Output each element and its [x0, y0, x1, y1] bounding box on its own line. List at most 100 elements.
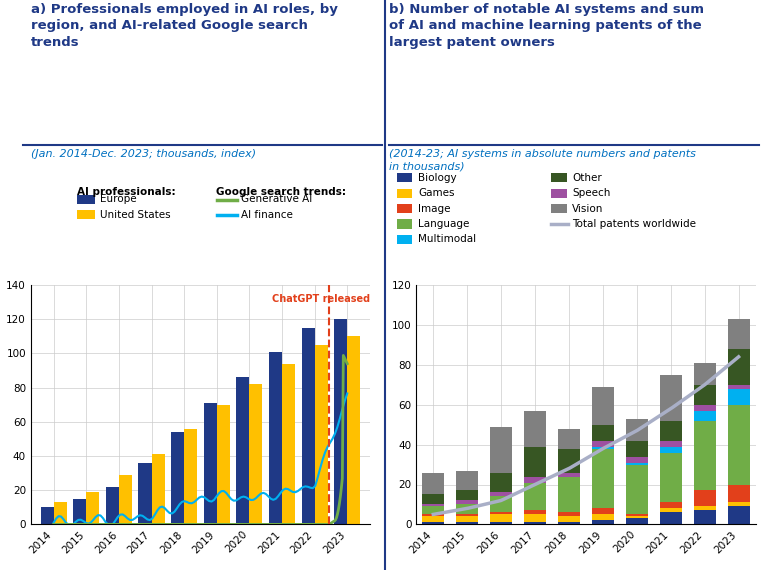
- Bar: [728, 349, 749, 385]
- Bar: [217, 405, 230, 524]
- Bar: [423, 522, 444, 524]
- Bar: [592, 514, 614, 520]
- Bar: [315, 345, 328, 524]
- Bar: [592, 425, 614, 441]
- Bar: [41, 507, 54, 524]
- Bar: [524, 477, 546, 482]
- Bar: [694, 421, 715, 490]
- Bar: [660, 453, 682, 503]
- Bar: [558, 473, 580, 477]
- Bar: [152, 454, 164, 524]
- Bar: [592, 449, 614, 508]
- Bar: [728, 389, 749, 405]
- Bar: [626, 465, 648, 514]
- Bar: [558, 429, 580, 449]
- Bar: [490, 496, 512, 512]
- Bar: [626, 457, 648, 463]
- Text: Google search trends:: Google search trends:: [216, 187, 346, 197]
- Text: Image: Image: [418, 203, 450, 214]
- Bar: [626, 519, 648, 524]
- Bar: [728, 484, 749, 503]
- Bar: [237, 377, 249, 524]
- Bar: [524, 410, 546, 447]
- Bar: [490, 522, 512, 524]
- Bar: [728, 319, 749, 349]
- Bar: [423, 514, 444, 516]
- Text: b) Number of notable AI systems and sum
of AI and machine learning patents of th: b) Number of notable AI systems and sum …: [389, 3, 705, 49]
- Bar: [139, 463, 152, 524]
- Bar: [456, 516, 478, 522]
- Bar: [456, 490, 478, 500]
- Bar: [524, 447, 546, 477]
- Bar: [490, 426, 512, 473]
- Bar: [456, 504, 478, 514]
- Bar: [694, 490, 715, 506]
- Bar: [592, 386, 614, 425]
- Bar: [490, 473, 512, 492]
- Bar: [423, 473, 444, 494]
- Bar: [694, 506, 715, 511]
- Text: United States: United States: [100, 210, 171, 220]
- Bar: [592, 447, 614, 449]
- Bar: [592, 508, 614, 514]
- Bar: [728, 405, 749, 484]
- Bar: [558, 516, 580, 522]
- Text: a) Professionals employed in AI roles, by
region, and AI-related Google search
t: a) Professionals employed in AI roles, b…: [31, 3, 338, 49]
- Text: Europe: Europe: [100, 194, 137, 205]
- Bar: [423, 504, 444, 506]
- Text: (Jan. 2014-Dec. 2023; thousands, index): (Jan. 2014-Dec. 2023; thousands, index): [31, 149, 256, 160]
- Bar: [660, 503, 682, 508]
- Bar: [524, 522, 546, 524]
- Bar: [119, 475, 132, 524]
- Bar: [204, 403, 217, 524]
- Bar: [626, 441, 648, 457]
- Bar: [490, 492, 512, 496]
- Bar: [660, 447, 682, 453]
- Text: Generative AI: Generative AI: [241, 194, 312, 205]
- Bar: [269, 352, 282, 524]
- Bar: [592, 441, 614, 447]
- Bar: [301, 328, 315, 524]
- Bar: [456, 471, 478, 490]
- Text: (2014-23; AI systems in absolute numbers and patents
in thousands): (2014-23; AI systems in absolute numbers…: [389, 149, 696, 172]
- Text: Language: Language: [418, 219, 470, 229]
- Text: Multimodal: Multimodal: [418, 234, 476, 245]
- Text: Speech: Speech: [572, 188, 611, 198]
- Bar: [456, 522, 478, 524]
- Bar: [558, 477, 580, 512]
- Text: Games: Games: [418, 188, 454, 198]
- Bar: [660, 512, 682, 524]
- Bar: [171, 432, 184, 524]
- Bar: [728, 385, 749, 389]
- Bar: [558, 512, 580, 516]
- Bar: [626, 514, 648, 516]
- Bar: [184, 429, 197, 524]
- Bar: [423, 506, 444, 514]
- Text: Vision: Vision: [572, 203, 604, 214]
- Text: Other: Other: [572, 173, 602, 183]
- Bar: [490, 514, 512, 522]
- Bar: [694, 405, 715, 410]
- Text: Total patents worldwide: Total patents worldwide: [572, 219, 696, 229]
- Bar: [86, 492, 99, 524]
- Bar: [249, 384, 262, 524]
- Bar: [694, 410, 715, 421]
- Bar: [660, 441, 682, 447]
- Bar: [54, 502, 67, 524]
- Bar: [456, 500, 478, 504]
- Bar: [660, 421, 682, 441]
- Bar: [490, 512, 512, 514]
- Bar: [626, 516, 648, 519]
- Bar: [626, 463, 648, 465]
- Text: ChatGPT released: ChatGPT released: [272, 294, 370, 304]
- Bar: [558, 449, 580, 473]
- Text: Biology: Biology: [418, 173, 456, 183]
- Bar: [106, 487, 119, 524]
- Bar: [660, 508, 682, 512]
- Bar: [524, 511, 546, 514]
- Bar: [423, 516, 444, 522]
- Bar: [728, 503, 749, 506]
- Bar: [73, 499, 86, 524]
- Text: AI professionals:: AI professionals:: [77, 187, 176, 197]
- Bar: [728, 506, 749, 524]
